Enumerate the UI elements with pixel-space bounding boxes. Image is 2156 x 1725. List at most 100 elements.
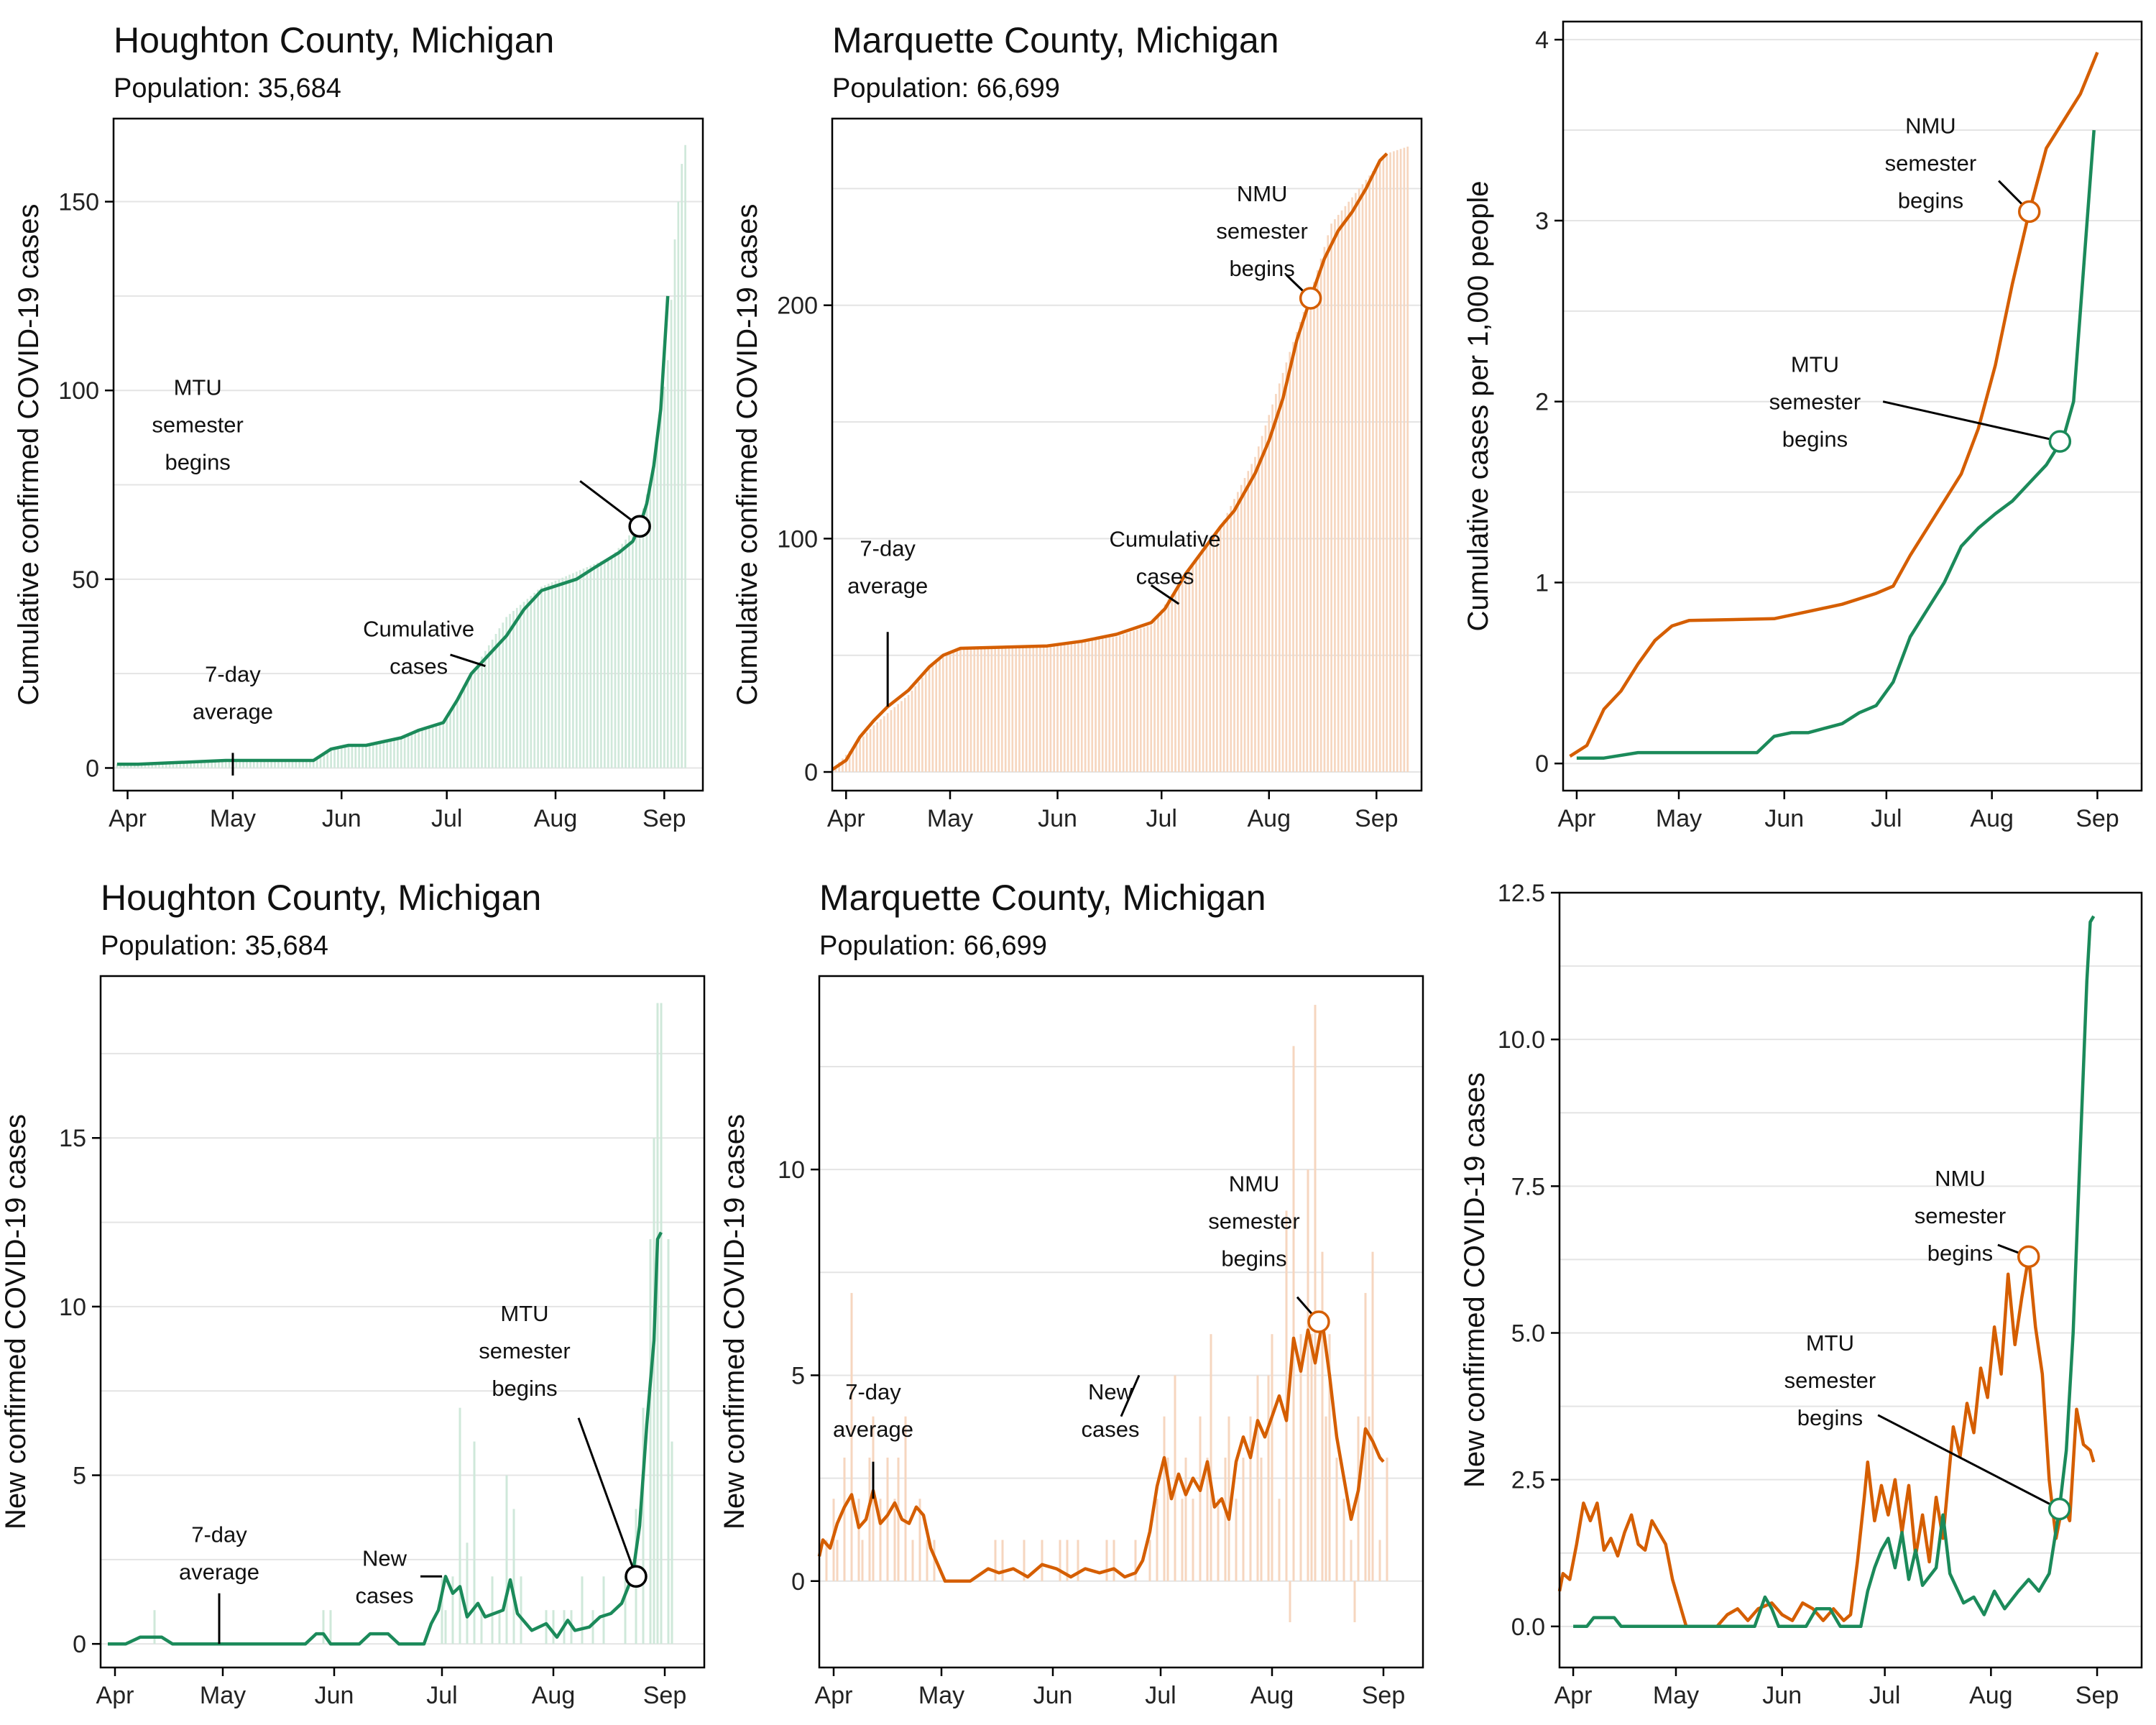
bar <box>1174 1375 1176 1581</box>
bar <box>505 617 508 768</box>
x-tick-label: Jun <box>1764 805 1804 832</box>
bar <box>477 662 479 768</box>
bar <box>681 164 683 768</box>
bar <box>302 760 304 768</box>
bar <box>1224 1457 1227 1581</box>
plot-frame <box>112 117 704 792</box>
x-tick-label: Aug <box>1970 805 2014 832</box>
bar <box>498 628 501 768</box>
bar <box>1202 550 1204 773</box>
annotation-label-new: cases <box>1082 1417 1140 1442</box>
bar <box>918 1499 921 1581</box>
bar <box>628 535 630 768</box>
bar <box>596 562 599 768</box>
annotation-label-7-day: average <box>833 1417 913 1442</box>
y-tick-label: 0.0 <box>1511 1614 1545 1641</box>
p6-svg: 0.0 2.5 5.0 7.5 10.0 12.5 Apr May Jun Jul Aug Sep Ne… <box>1459 880 2143 1709</box>
bar <box>451 1576 454 1644</box>
bar <box>1254 456 1256 773</box>
y-tick-label: 0 <box>791 1568 805 1596</box>
bar <box>393 739 395 768</box>
y-tick-label: 5 <box>791 1362 805 1389</box>
bar <box>263 760 266 768</box>
bar <box>949 653 952 773</box>
bar <box>1230 505 1233 773</box>
semester-marker <box>1299 287 1322 310</box>
semester-marker <box>1307 1310 1330 1333</box>
bar <box>284 760 287 768</box>
x-tick-label: Apr <box>827 805 865 832</box>
bar <box>444 1610 447 1644</box>
bar <box>1299 321 1302 773</box>
bar <box>337 748 339 768</box>
bar <box>382 741 385 768</box>
semester-marker <box>2017 1245 2040 1269</box>
bar <box>344 748 346 768</box>
bar <box>565 576 567 768</box>
bar <box>1327 235 1330 773</box>
bar <box>890 709 893 773</box>
bar <box>921 677 923 773</box>
bar <box>926 1540 929 1581</box>
bar <box>931 664 934 773</box>
semester-label: MTU <box>1806 1330 1854 1356</box>
bar <box>911 690 913 773</box>
y-tick-label: 0 <box>86 755 99 782</box>
bar <box>459 1407 461 1644</box>
bar <box>119 764 122 768</box>
bar <box>1167 599 1170 773</box>
bar <box>211 760 213 768</box>
bar <box>520 1576 522 1644</box>
bar <box>512 610 515 768</box>
bar <box>267 760 270 768</box>
bar <box>498 1610 501 1644</box>
bar <box>582 569 585 768</box>
bar <box>1358 188 1360 773</box>
bar <box>474 668 476 768</box>
y-tick-label: 10 <box>778 1156 805 1184</box>
semester-label: semester <box>1216 218 1307 244</box>
bar <box>414 732 417 768</box>
annotation-label-cumulative: cases <box>1136 564 1194 589</box>
bar <box>1115 636 1118 773</box>
p4-svg: Houghton County, Michigan Population: 35,… <box>0 878 706 1709</box>
semester-label: begins <box>1782 427 1848 452</box>
bar <box>1174 589 1176 773</box>
bar <box>151 763 154 768</box>
bar <box>1337 214 1340 773</box>
x-tick-label: May <box>200 1682 246 1709</box>
chart-new-cases-comparison: 0.0 2.5 5.0 7.5 10.0 12.5 Apr May Jun Jul Aug Sep Ne… <box>1437 862 2156 1725</box>
bar <box>554 580 557 768</box>
bar <box>291 760 294 768</box>
bar <box>1011 647 1014 773</box>
semester-label: semester <box>1915 1203 2006 1228</box>
bar <box>897 1457 900 1581</box>
bar <box>361 745 364 768</box>
bar <box>323 753 326 768</box>
chart-title: Houghton County, Michigan <box>101 878 541 918</box>
bar <box>836 1540 839 1581</box>
bar <box>579 570 581 768</box>
bar <box>1243 477 1246 773</box>
bar <box>876 722 879 773</box>
bar <box>239 760 241 768</box>
bar <box>218 760 220 768</box>
bar <box>1074 642 1076 773</box>
bar <box>459 691 462 768</box>
bar <box>1178 584 1180 773</box>
y-tick-label: 7.5 <box>1511 1173 1545 1200</box>
bar <box>333 748 336 768</box>
bar <box>1025 646 1028 773</box>
x-tick-label: May <box>1656 805 1702 832</box>
bar <box>1250 464 1253 773</box>
bar <box>1217 1499 1220 1581</box>
bar <box>390 740 392 768</box>
bar <box>147 763 150 768</box>
series-line <box>116 295 670 766</box>
bar <box>1403 147 1406 773</box>
x-tick-label: Jun <box>1033 1682 1073 1709</box>
bar <box>547 584 550 768</box>
annotation-label-cumulative: Cumulative <box>1110 526 1221 551</box>
bar <box>179 762 182 768</box>
semester-marker <box>625 1565 648 1588</box>
